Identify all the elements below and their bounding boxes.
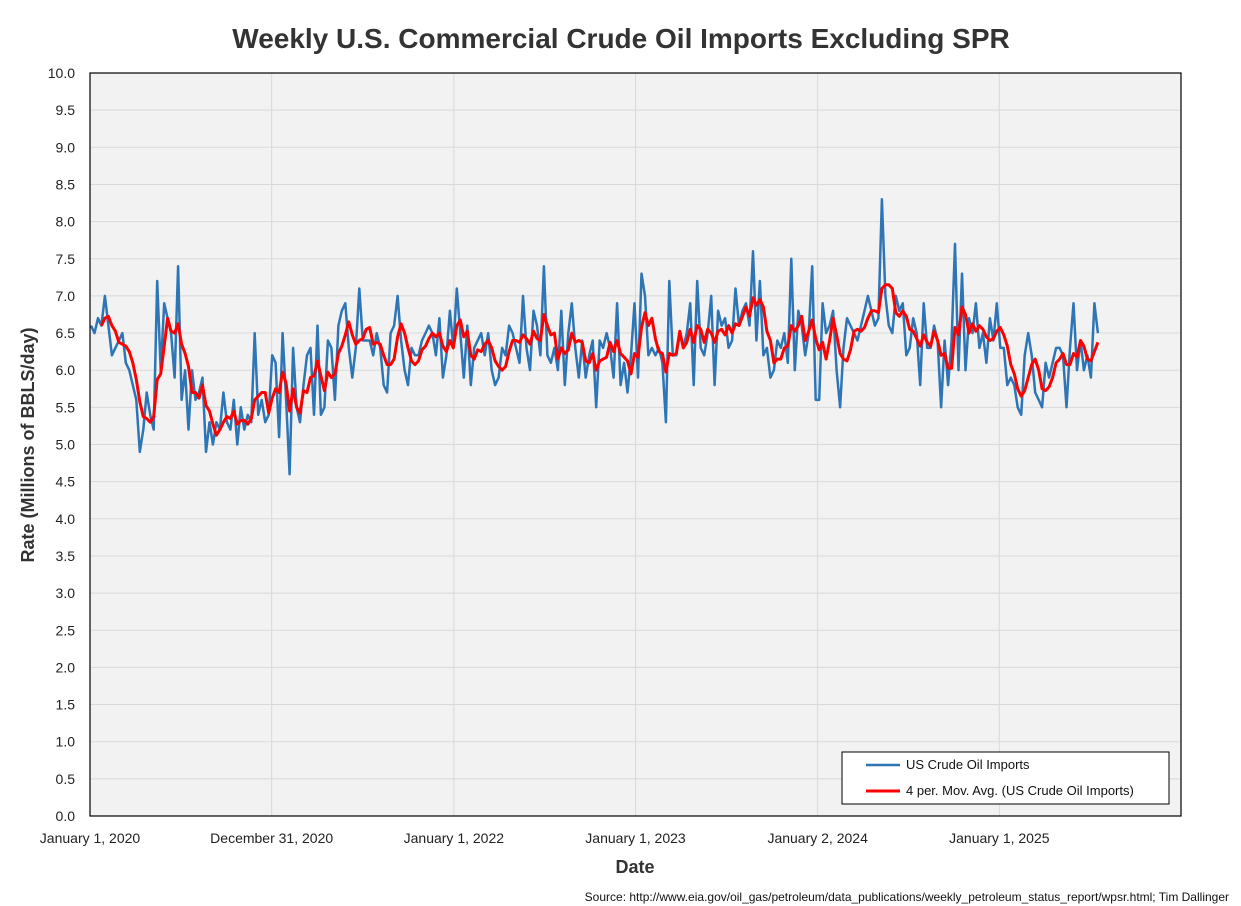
y-axis-title: Rate (Millions of BBLS/day) [18, 327, 38, 562]
y-tick-label: 2.0 [56, 659, 76, 675]
y-axis-ticks: 0.0 0.5 1.0 1.5 2.0 2.5 3.0 3.5 4.0 4.5 5.0 5.5 6.0 6… [48, 65, 75, 824]
y-tick-label: 0.0 [56, 808, 76, 824]
y-tick-label: 4.0 [56, 511, 76, 527]
source-note: Source: http://www.eia.gov/oil_gas/petro… [585, 890, 1229, 904]
y-tick-label: 5.0 [56, 437, 76, 453]
legend: US Crude Oil Imports 4 per. Mov. Avg. (U… [841, 751, 1170, 805]
gridlines [89, 72, 1181, 817]
series-line-moving-average [100, 283, 1100, 437]
y-tick-label: 6.5 [56, 325, 76, 341]
y-tick-label: 7.0 [56, 288, 76, 304]
y-tick-label: 7.5 [56, 251, 76, 267]
y-tick-label: 3.0 [56, 585, 76, 601]
y-tick-label: 3.5 [56, 548, 76, 564]
y-tick-label: 5.5 [56, 399, 76, 415]
x-axis-title: Date [615, 857, 654, 877]
series-layer [89, 198, 1100, 476]
y-tick-label: 9.5 [56, 102, 76, 118]
y-tick-label: 1.0 [56, 734, 76, 750]
chart-title: Weekly U.S. Commercial Crude Oil Imports… [232, 23, 1009, 54]
x-tick-label: January 1, 2020 [40, 830, 141, 846]
y-tick-label: 9.0 [56, 139, 76, 155]
legend-box [841, 751, 1170, 805]
y-tick-label: 8.5 [56, 176, 76, 192]
series-line-imports [89, 198, 1100, 476]
x-tick-label: January 1, 2022 [404, 830, 505, 846]
x-tick-label: January 2, 2024 [767, 830, 868, 846]
x-tick-label: December 31, 2020 [210, 830, 333, 846]
legend-label-imports: US Crude Oil Imports [906, 757, 1030, 772]
y-tick-label: 10.0 [48, 65, 75, 81]
y-tick-label: 4.5 [56, 474, 76, 490]
x-axis-ticks: January 1, 2020 December 31, 2020 January … [40, 830, 1050, 846]
x-tick-label: January 1, 2023 [585, 830, 686, 846]
legend-label-moving-average: 4 per. Mov. Avg. (US Crude Oil Imports) [906, 783, 1134, 798]
y-tick-label: 6.0 [56, 362, 76, 378]
x-tick-label: January 1, 2025 [949, 830, 1050, 846]
y-tick-label: 8.0 [56, 214, 76, 230]
y-tick-label: 1.5 [56, 697, 76, 713]
y-tick-label: 0.5 [56, 771, 76, 787]
plot-border [89, 72, 1182, 817]
y-tick-label: 2.5 [56, 622, 76, 638]
